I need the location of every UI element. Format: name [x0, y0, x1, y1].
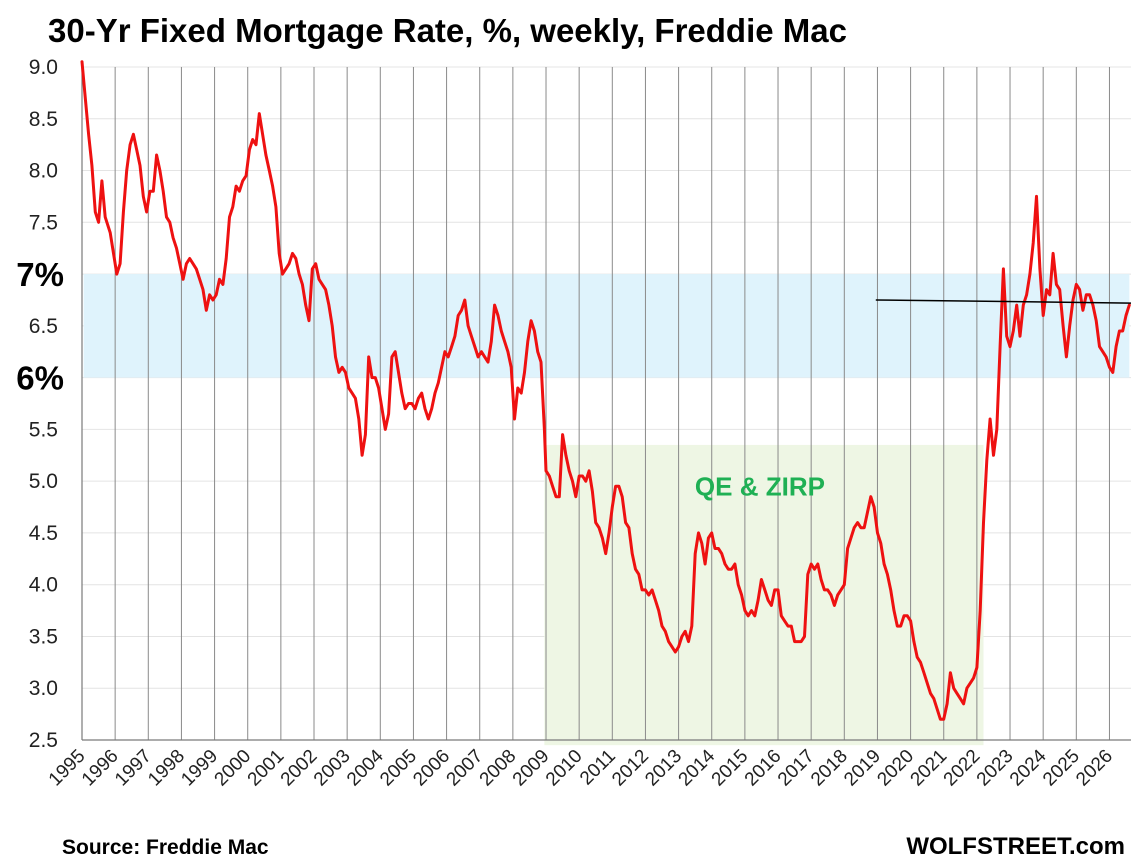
x-tick-label: 2025 [1039, 746, 1084, 791]
x-tick-label: 2002 [277, 746, 322, 791]
x-tick-label: 2017 [774, 746, 819, 791]
x-tick-label: 2022 [940, 746, 985, 791]
x-tick-label: 2020 [873, 746, 918, 791]
y-tick-label: 3.0 [29, 677, 58, 700]
x-tick-label: 2014 [675, 745, 720, 790]
x-tick-label: 2019 [840, 746, 885, 791]
x-tick-label: 2015 [708, 746, 753, 791]
x-tick-label: 2021 [907, 746, 952, 791]
x-tick-label: 2026 [1072, 746, 1117, 791]
x-tick-label: 2004 [343, 745, 388, 790]
x-tick-label: 2016 [741, 746, 786, 791]
x-tick-label: 1998 [144, 746, 189, 791]
y-tick-label: 6% [16, 360, 64, 397]
y-tick-label: 4.0 [29, 574, 58, 597]
x-tick-label: 1996 [78, 746, 123, 791]
x-tick-label: 1995 [45, 746, 90, 791]
y-tick-label: 5.0 [29, 470, 58, 493]
x-tick-label: 2008 [476, 746, 521, 791]
x-tick-label: 2009 [509, 746, 554, 791]
x-tick-label: 2023 [973, 746, 1018, 791]
x-tick-label: 2012 [608, 746, 653, 791]
rate-band [83, 274, 1130, 378]
y-tick-label: 8.5 [29, 108, 58, 131]
chart-title: 30-Yr Fixed Mortgage Rate, %, weekly, Fr… [48, 12, 847, 49]
x-tick-label: 2006 [409, 746, 454, 791]
x-tick-label: 2001 [244, 746, 289, 791]
reference-line [875, 299, 1132, 304]
x-tick-label: 2024 [1006, 745, 1051, 790]
x-tick-label: 2011 [576, 746, 620, 790]
qe-zirp-label: QE & ZIRP [695, 472, 825, 502]
y-tick-label: 9.0 [29, 56, 58, 79]
x-tick-label: 1999 [177, 746, 222, 791]
brand-label: WOLFSTREET.com [906, 833, 1125, 860]
y-tick-label: 3.5 [29, 625, 58, 648]
y-tick-label: 4.5 [29, 522, 58, 545]
source-label: Source: Freddie Mac [62, 836, 269, 859]
x-tick-label: 2013 [641, 746, 686, 791]
x-tick-label: 2007 [443, 746, 488, 791]
y-tick-label: 7% [16, 256, 64, 293]
y-tick-label: 2.5 [29, 729, 58, 752]
x-tick-label: 2005 [376, 746, 421, 791]
x-tick-label: 2003 [310, 746, 355, 791]
plot-area: 9.0 8.5 8.0 7.5 7% 6.5 6% 5.5 5.0 4.5 4.0 3.5 3.0 2.5… [16, 56, 1132, 791]
mortgage-rate-line [80, 60, 1131, 721]
x-tick-label: 2000 [211, 746, 256, 791]
y-tick-label: 5.5 [29, 418, 58, 441]
x-tick-label: 2018 [807, 746, 852, 791]
x-tick-label: 1997 [111, 746, 156, 791]
x-tick-label: 2010 [542, 746, 587, 791]
y-tick-label: 6.5 [29, 315, 58, 338]
y-tick-label: 7.5 [29, 211, 58, 234]
y-tick-label: 8.0 [29, 160, 58, 183]
